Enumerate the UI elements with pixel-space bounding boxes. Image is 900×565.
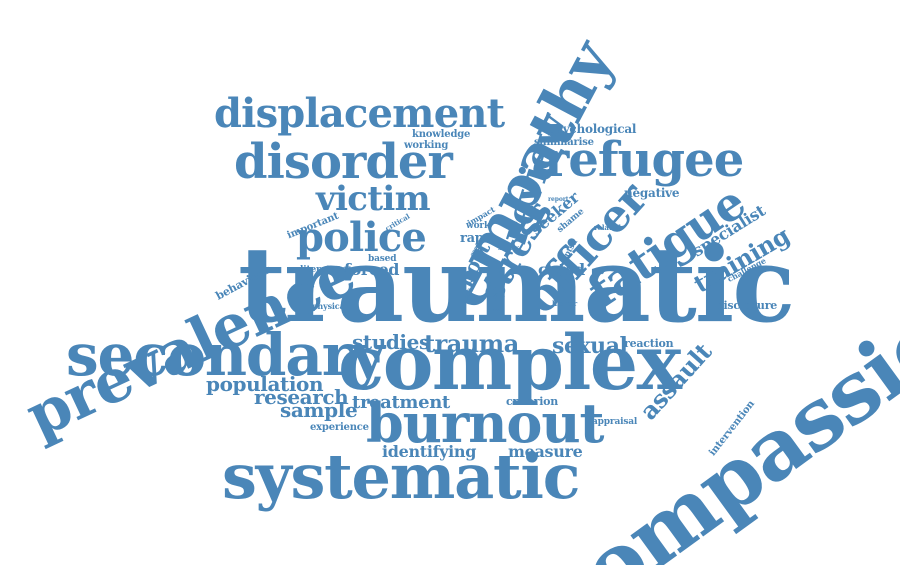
word-knowledge: knowledge xyxy=(412,129,471,140)
word-literature: literature xyxy=(300,265,347,275)
word-criterion: criterion xyxy=(506,395,559,408)
word-refugee: refugee xyxy=(544,132,744,188)
word-trauma: trauma xyxy=(424,329,519,358)
word-working: working xyxy=(404,140,449,151)
word-secondary: secondary xyxy=(66,321,385,389)
word-study: study xyxy=(498,243,519,252)
word-trait: trait xyxy=(488,290,505,299)
word-population: population xyxy=(206,372,324,396)
word-based: based xyxy=(368,254,397,264)
word-studies: studies xyxy=(352,330,430,354)
word-appraisal: appraisal xyxy=(592,417,638,427)
word-cptsd: cptsd xyxy=(538,260,585,279)
word-psychological: psychological xyxy=(548,122,637,136)
word-work: work xyxy=(466,221,491,231)
word-identifying: identifying xyxy=(382,442,477,461)
word-sexual: sexual xyxy=(552,333,628,359)
word-treatment: treatment xyxy=(352,392,450,413)
word-research: research xyxy=(254,385,349,409)
word-report: report xyxy=(548,196,569,203)
word-summarise: summarise xyxy=(534,137,594,148)
word-systematic: systematic xyxy=(222,440,580,513)
word-burnout: burnout xyxy=(366,391,604,455)
word-rape: rape xyxy=(460,231,492,246)
word-higher: higher xyxy=(552,299,578,308)
word-displacement: displacement xyxy=(214,90,505,137)
word-police: police xyxy=(296,214,427,261)
word-traumatic: traumatic xyxy=(238,223,796,346)
word-forced: forced xyxy=(344,260,400,279)
word-victim: victim xyxy=(316,179,431,219)
word-peer: peer xyxy=(490,307,503,313)
word-disorder: disorder xyxy=(234,134,453,190)
word-sample: sample xyxy=(280,398,358,422)
word-related: related xyxy=(594,223,621,232)
word-disclosure: disclosure xyxy=(716,299,778,312)
word-experience: experience xyxy=(310,422,369,433)
word-negative: negative xyxy=(624,186,680,200)
word-complex: complex xyxy=(338,318,682,407)
word-reaction: reaction xyxy=(624,337,674,350)
word-physical: physical xyxy=(312,301,348,311)
word-measure: measure xyxy=(508,442,583,461)
